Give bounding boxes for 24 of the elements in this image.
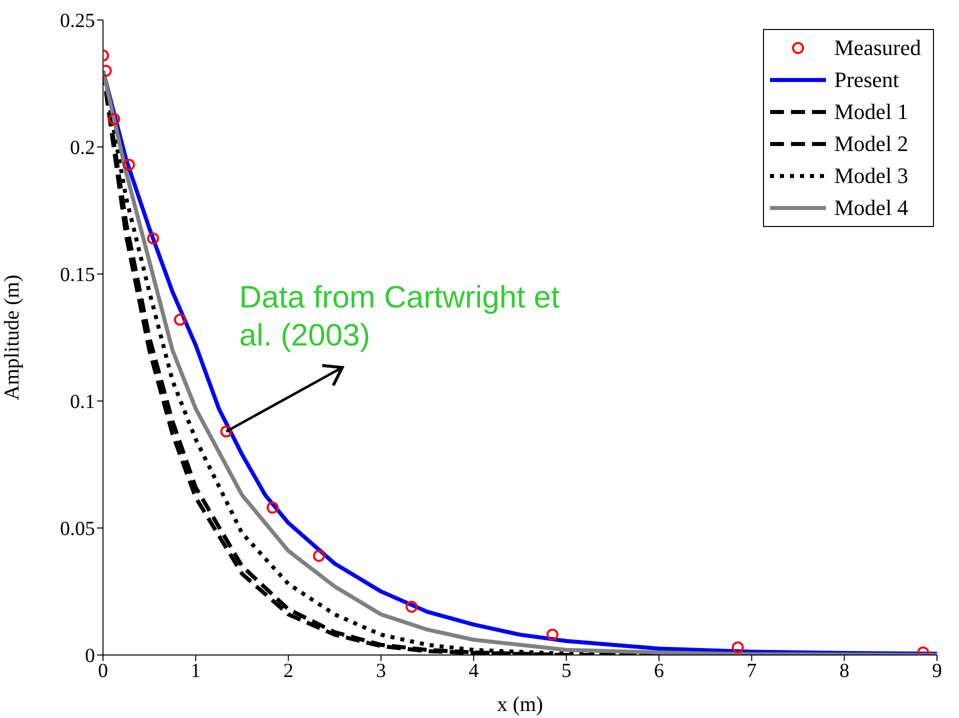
x-tick-label: 1 bbox=[190, 660, 201, 682]
legend-label: Measured bbox=[834, 35, 921, 61]
legend-label: Model 1 bbox=[834, 99, 908, 125]
annotation: Data from Cartwright et al. (2003) bbox=[239, 279, 560, 352]
y-tick-label: 0.05 bbox=[60, 518, 95, 540]
y-tick-label: 0.2 bbox=[70, 137, 95, 160]
legend-label: Model 3 bbox=[834, 163, 908, 189]
x-tick-label: 3 bbox=[376, 660, 386, 682]
y-axis-title: Amplitude (m) bbox=[0, 274, 24, 400]
y-tick-label: 0.1 bbox=[70, 391, 95, 414]
x-tick-label: 9 bbox=[932, 660, 942, 682]
x-tick-label: 2 bbox=[283, 660, 294, 682]
legend-label: Present bbox=[834, 67, 900, 93]
x-tick-label: 6 bbox=[654, 660, 664, 682]
x-tick-label: 4 bbox=[468, 660, 479, 682]
y-tick-label: 0.25 bbox=[60, 10, 95, 32]
x-tick-label: 5 bbox=[561, 660, 572, 682]
x-tick-label: 7 bbox=[746, 660, 757, 682]
legend-label: Model 2 bbox=[834, 131, 908, 157]
legend-label: Model 4 bbox=[834, 195, 908, 221]
x-tick-label: 8 bbox=[839, 660, 850, 682]
x-axis-title: x (m) bbox=[496, 692, 544, 716]
y-tick-label: 0.15 bbox=[60, 264, 95, 286]
y-tick-label: 0 bbox=[85, 645, 95, 668]
